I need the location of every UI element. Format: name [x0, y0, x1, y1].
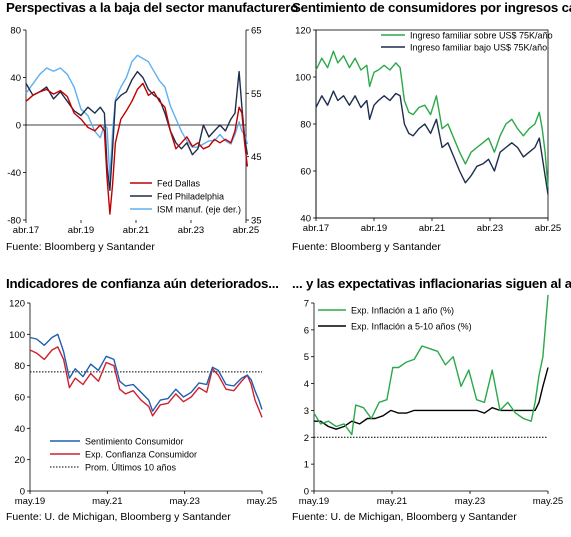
x-tick-label: abr.19 [68, 225, 94, 236]
legend-label: Fed Dallas [157, 179, 201, 189]
x-tick-label: abr.19 [361, 223, 387, 234]
x-tick-label: abr.21 [419, 223, 445, 234]
chart-source: Fuente: Bloomberg y Santander [6, 241, 155, 253]
legend-label: Prom. Últimos 10 años [85, 463, 177, 473]
x-tick-label: may.25 [533, 496, 563, 507]
y-tick-label: 1 [304, 460, 309, 471]
chart-title: Perspectivas a la baja del sector manufa… [6, 0, 299, 15]
y-tick-label: 3 [304, 406, 309, 417]
x-tick-label: may.23 [169, 496, 199, 507]
chart-panel-inflation-expectations: ... y las expectativas inflacionarias si… [286, 268, 571, 536]
y2-tick-label: 65 [251, 26, 262, 37]
series-line-exp-confianza-consumidor [29, 346, 263, 418]
y-tick-label: 100 [9, 330, 25, 341]
legend-label: Exp. Inflación a 5-10 años (%) [351, 322, 472, 332]
y2-tick-label: 35 [251, 216, 262, 227]
series-line-exp-inflaci-n-a-5-10-a-os [314, 367, 549, 430]
y-tick-label: 120 [295, 26, 311, 37]
x-tick-label: may.25 [247, 496, 277, 507]
x-tick-label: may.19 [15, 496, 45, 507]
series-line-exp-inflaci-n-a-1-a-o [313, 294, 549, 436]
legend-label: ISM manuf. (eje der.) [157, 205, 241, 215]
y-tick-label: 5 [304, 352, 309, 363]
x-tick-label: abr.17 [303, 223, 329, 234]
y-tick-label: 6 [304, 325, 309, 336]
chart-source: Fuente: Bloomberg y Santander [292, 241, 441, 253]
y2-tick-label: 55 [251, 89, 262, 100]
y-tick-label: -40 [7, 168, 21, 179]
chart-title: Indicadores de confianza aún deteriorado… [6, 276, 279, 291]
y-tick-label: 100 [295, 73, 311, 84]
y-tick-label: 2 [304, 433, 309, 444]
y-tick-label: 40 [14, 424, 25, 435]
series-line-ingreso-familiar-bajo-us-75k-a-o [315, 90, 549, 195]
chart-source: Fuente: U. de Michigan, Bloomberg y Sant… [6, 511, 231, 523]
y-tick-label: 40 [300, 214, 311, 225]
y-tick-label: 80 [10, 26, 21, 37]
y-tick-label: 80 [300, 120, 311, 131]
chart-manufacturing: 80 40 0 -40 -80 65 55 45 35 abr.17 abr.19 abr.21 abr… [7, 26, 262, 237]
x-tick-label: abr.21 [123, 225, 149, 236]
x-tick-label: abr.17 [13, 225, 39, 236]
chart-panel-consumer-income: Sentimiento de consumidores por ingresos… [286, 0, 571, 268]
series-line-ingreso-familiar-sobre-us-75k-a-o [315, 50, 549, 188]
y-tick-label: 7 [304, 299, 309, 310]
chart-source: Fuente: U. de Michigan, Bloomberg y Sant… [292, 511, 517, 523]
series-line-sentimiento-consumidor [29, 333, 263, 412]
y-tick-label: -80 [7, 216, 21, 227]
chart-title: Sentimiento de consumidores por ingresos… [292, 0, 571, 15]
y-tick-label: 0 [304, 487, 309, 498]
y-tick-label: 0 [20, 487, 25, 498]
x-tick-label: may.23 [455, 496, 485, 507]
chart-title: ... y las expectativas inflacionarias si… [292, 276, 571, 291]
y-tick-label: 0 [16, 121, 21, 132]
x-tick-label: may.21 [377, 496, 407, 507]
legend-label: Fed Philadelphia [157, 192, 224, 202]
x-tick-label: may.21 [92, 496, 122, 507]
legend-label: Ingreso familiar bajo US$ 75K/año [410, 43, 547, 53]
series-line-ism-manuf-eje-der [25, 54, 249, 180]
y-tick-label: 4 [304, 379, 309, 390]
chart-panel-confidence: Indicadores de confianza aún deteriorado… [0, 268, 285, 536]
x-tick-label: may.19 [299, 496, 329, 507]
x-tick-label: abr.25 [535, 223, 561, 234]
y-tick-label: 20 [14, 455, 25, 466]
y-tick-label: 40 [10, 73, 21, 84]
y-tick-label: 80 [14, 361, 25, 372]
y2-tick-label: 45 [251, 152, 262, 163]
legend-label: Ingreso familiar sobre US$ 75K/año [410, 31, 553, 41]
plot-frame [315, 29, 549, 219]
legend-label: Sentimiento Consumidor [85, 437, 184, 447]
x-tick-label: abr.23 [477, 223, 503, 234]
x-tick-label: abr.25 [233, 225, 259, 236]
y-tick-label: 120 [9, 299, 25, 310]
series-line-fed-philadelphia [25, 70, 249, 191]
series-line-fed-dallas [25, 82, 249, 215]
chart-panel-manufacturing: Perspectivas a la baja del sector manufa… [0, 0, 298, 268]
y-tick-label: 60 [300, 167, 311, 178]
legend-label: Exp. Inflación a 1 año (%) [351, 306, 454, 316]
x-tick-label: abr.23 [178, 225, 204, 236]
y-tick-label: 60 [14, 393, 25, 404]
legend-label: Exp. Confianza Consumidor [85, 450, 197, 460]
